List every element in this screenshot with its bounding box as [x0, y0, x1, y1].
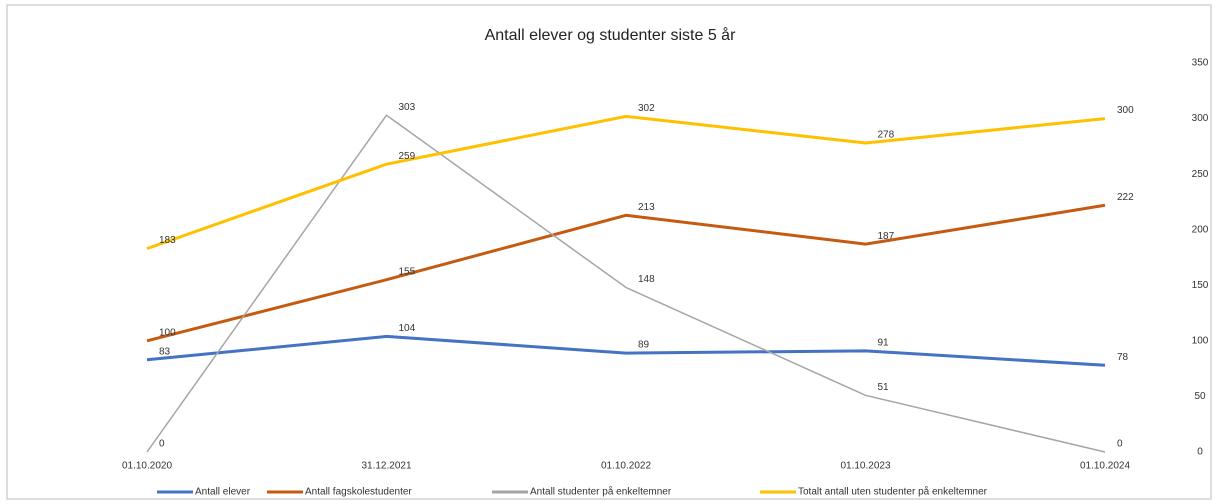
legend-label: Antall elever	[195, 487, 251, 498]
series-line	[146, 334, 1106, 367]
y-tick-label: 300	[1192, 113, 1209, 124]
legend-label: Antall fagskolestudenter	[305, 487, 412, 498]
y-tick-label: 150	[1192, 280, 1209, 291]
y-tick-label: 50	[1194, 391, 1206, 402]
x-tick-label: 01.10.2022	[601, 461, 651, 472]
data-label: 78	[1117, 352, 1129, 363]
data-label: 0	[1117, 439, 1123, 450]
data-label: 51	[878, 382, 890, 393]
legend-label: Antall studenter på enkeltemner	[530, 486, 672, 498]
data-label: 91	[878, 338, 890, 349]
y-tick-label: 250	[1192, 169, 1209, 180]
data-label: 187	[878, 231, 895, 242]
data-label: 100	[159, 327, 176, 338]
data-label: 303	[399, 102, 416, 113]
x-tick-label: 01.10.2023	[840, 461, 890, 472]
data-label: 89	[638, 340, 650, 351]
x-tick-label: 31.12.2021	[361, 461, 411, 472]
chart-frame	[6, 4, 1212, 500]
data-label: 302	[638, 103, 655, 114]
data-label: 155	[399, 266, 416, 277]
data-label: 83	[159, 346, 171, 357]
y-tick-label: 100	[1192, 335, 1209, 346]
data-label: 222	[1117, 192, 1134, 203]
data-label: 0	[159, 439, 165, 450]
series-line	[146, 203, 1106, 343]
data-label: 148	[638, 274, 655, 285]
data-label: 300	[1117, 105, 1134, 116]
x-tick-label: 01.10.2020	[122, 461, 172, 472]
legend-label: Totalt antall uten studenter på enkeltem…	[798, 486, 988, 498]
y-tick-label: 350	[1192, 58, 1209, 69]
data-label: 104	[399, 323, 416, 334]
data-label: 259	[399, 151, 416, 162]
x-tick-label: 01.10.2024	[1080, 461, 1130, 472]
chart-title: Antall elever og studenter siste 5 år	[485, 26, 736, 44]
series-line	[146, 114, 1106, 251]
y-tick-label: 0	[1197, 447, 1203, 458]
data-label: 278	[878, 130, 895, 141]
data-label: 183	[159, 235, 176, 246]
data-label: 213	[638, 202, 655, 213]
series-line	[146, 114, 1106, 453]
y-tick-label: 200	[1192, 224, 1209, 235]
